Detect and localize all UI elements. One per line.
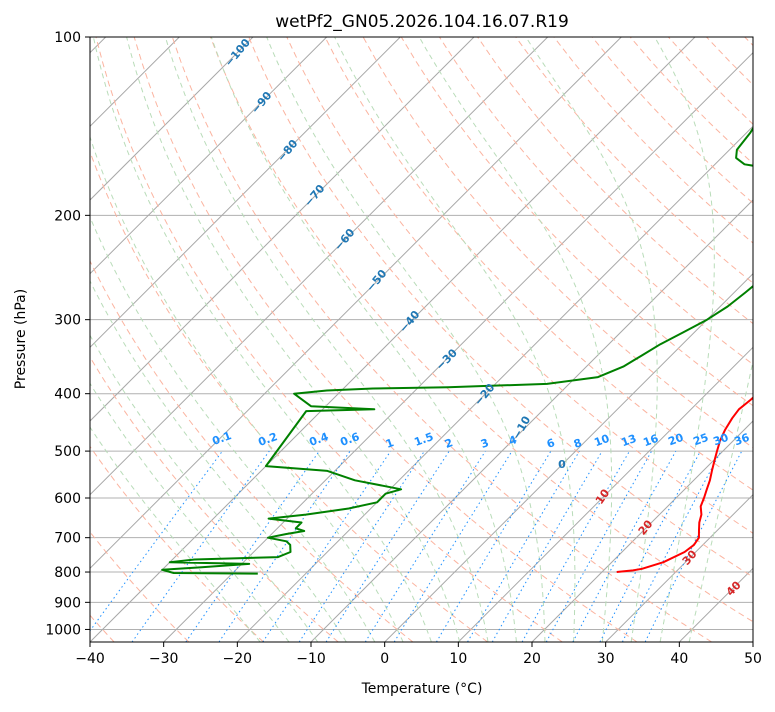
y-axis-label: Pressure (hPa) (13, 289, 29, 389)
y-tick-label: 300 (54, 313, 81, 329)
y-tick-label: 800 (54, 565, 81, 581)
x-tick-label: 30 (597, 651, 615, 667)
x-tick-label: −40 (75, 651, 105, 667)
y-tick-label: 400 (54, 387, 81, 403)
y-tick-label: 600 (54, 491, 81, 507)
x-tick-label: −30 (149, 651, 179, 667)
y-tick-label: 700 (54, 531, 81, 547)
chart-title: wetPf2_GN05.2026.104.16.07.R19 (275, 12, 569, 32)
x-tick-label: 40 (670, 651, 688, 667)
x-tick-label: −20 (223, 651, 253, 667)
x-tick-label: 10 (449, 651, 467, 667)
y-tick-label: 500 (54, 444, 81, 460)
x-tick-label: 50 (744, 651, 762, 667)
x-tick-label: 0 (380, 651, 389, 667)
y-tick-label: 1000 (45, 622, 81, 638)
y-tick-label: 900 (54, 595, 81, 611)
x-axis-label: Temperature (°C) (361, 681, 483, 697)
y-tick-label: 100 (54, 30, 81, 46)
x-tick-label: 20 (523, 651, 541, 667)
line-label: 0 (558, 458, 566, 471)
y-tick-label: 200 (54, 208, 81, 224)
x-tick-label: −10 (296, 651, 326, 667)
